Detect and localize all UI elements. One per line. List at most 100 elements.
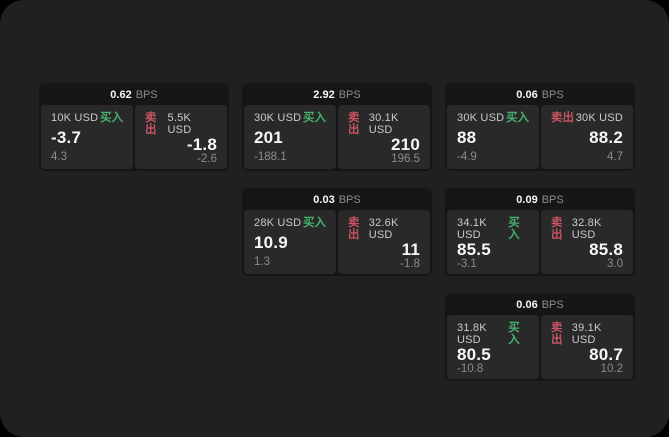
bid-size-label: 31.8K USD [457,322,487,346]
bid-size-label: 28K USD [254,217,302,229]
bid-top-row: 10K USD 买入 [51,112,123,124]
ask-top-row: 卖出 32.8K USD [551,217,623,241]
bid-panel[interactable]: 34.1K USD 买入 85.5 -3.1 [447,210,539,274]
quote-card: 0.62 BPS 10K USD 买入 -3.7 4.3 卖出 5.5K USD… [39,83,229,171]
bps-unit: BPS [338,194,361,206]
bps-unit: BPS [135,89,158,101]
ask-top-row: 卖出 30.1K USD [348,112,420,136]
ask-size-label: 32.8K USD [571,217,602,241]
ask-delta-value: -2.6 [197,153,217,165]
ask-panel[interactable]: 卖出 5.5K USD -1.8 -2.6 [135,105,227,169]
ask-top-row: 卖出 5.5K USD [145,112,217,136]
ask-panel[interactable]: 卖出 32.6K USD 11 -1.8 [338,210,430,274]
ask-panel[interactable]: 卖出 30K USD 88.2 4.7 [541,105,633,169]
bps-unit: BPS [541,89,564,101]
quote-card: 0.06 BPS 30K USD 买入 88 -4.9 卖出 30K USD 8… [445,83,635,171]
card-header: 0.03 BPS [244,190,430,210]
ask-size-label: 30.1K USD [368,112,399,136]
sell-label[interactable]: 卖出 [551,322,563,346]
ask-delta-value: 3.0 [607,258,623,270]
bid-panel[interactable]: 30K USD 买入 88 -4.9 [447,105,539,169]
ask-price-value: 11 [401,240,420,259]
buy-label[interactable]: 买入 [303,217,326,229]
ask-size-label: 32.6K USD [368,217,399,241]
bid-price-value: 85.5 [457,240,491,259]
quote-grid: 0.62 BPS 10K USD 买入 -3.7 4.3 卖出 5.5K USD… [39,83,635,381]
ask-top-row: 卖出 32.6K USD [348,217,420,241]
bps-unit: BPS [338,89,361,101]
ask-size-label: 39.1K USD [571,322,602,346]
bid-price-value: 201 [254,128,283,147]
bps-unit: BPS [541,194,564,206]
bid-price-value: 88 [457,128,477,147]
sell-label[interactable]: 卖出 [348,112,360,136]
ask-price-value: 85.8 [589,240,623,259]
bid-top-row: 30K USD 买入 [254,112,326,124]
bid-price-value: 80.5 [457,345,491,364]
bps-unit: BPS [541,299,564,311]
ask-delta-value: 10.2 [600,363,623,375]
quote-card: 0.03 BPS 28K USD 买入 10.9 1.3 卖出 32.6K US… [242,188,432,276]
sell-label[interactable]: 卖出 [145,112,157,136]
card-header: 0.06 BPS [447,85,633,105]
bid-top-row: 30K USD 买入 [457,112,529,124]
bid-panel[interactable]: 30K USD 买入 201 -188.1 [244,105,336,169]
bps-value: 0.09 [516,194,538,206]
ask-top-row: 卖出 39.1K USD [551,322,623,346]
bid-top-row: 31.8K USD 买入 [457,322,529,346]
card-body: 34.1K USD 买入 85.5 -3.1 卖出 32.8K USD 85.8… [447,210,633,274]
bid-delta-value: -4.9 [457,151,477,163]
quote-card: 0.09 BPS 34.1K USD 买入 85.5 -3.1 卖出 32.8K… [445,188,635,276]
quote-card: 2.92 BPS 30K USD 买入 201 -188.1 卖出 30.1K … [242,83,432,171]
card-header: 0.09 BPS [447,190,633,210]
bps-value: 0.62 [110,89,132,101]
card-body: 10K USD 买入 -3.7 4.3 卖出 5.5K USD -1.8 -2.… [41,105,227,169]
bid-size-label: 34.1K USD [457,217,487,241]
card-header: 0.62 BPS [41,85,227,105]
quote-card: 0.06 BPS 31.8K USD 买入 80.5 -10.8 卖出 39.1… [445,293,635,381]
buy-label[interactable]: 买入 [303,112,326,124]
buy-label[interactable]: 买入 [100,112,123,124]
bid-top-row: 28K USD 买入 [254,217,326,229]
ask-price-value: 210 [391,135,420,154]
card-body: 31.8K USD 买入 80.5 -10.8 卖出 39.1K USD 80.… [447,315,633,379]
ask-panel[interactable]: 卖出 39.1K USD 80.7 10.2 [541,315,633,379]
bid-panel[interactable]: 28K USD 买入 10.9 1.3 [244,210,336,274]
buy-label[interactable]: 买入 [506,112,529,124]
bid-price-value: 10.9 [254,233,288,252]
ask-price-value: 80.7 [589,345,623,364]
ask-delta-value: 196.5 [391,153,420,165]
bid-size-label: 30K USD [254,112,302,124]
bps-value: 2.92 [313,89,335,101]
bid-delta-value: -10.8 [457,363,484,375]
card-header: 2.92 BPS [244,85,430,105]
ask-top-row: 卖出 30K USD [551,112,623,124]
bid-panel[interactable]: 31.8K USD 买入 80.5 -10.8 [447,315,539,379]
card-body: 30K USD 买入 88 -4.9 卖出 30K USD 88.2 4.7 [447,105,633,169]
bid-top-row: 34.1K USD 买入 [457,217,529,241]
ask-delta-value: -1.8 [400,258,420,270]
card-body: 30K USD 买入 201 -188.1 卖出 30.1K USD 210 1… [244,105,430,169]
bps-value: 0.06 [516,89,538,101]
sell-label[interactable]: 卖出 [551,112,574,124]
bid-panel[interactable]: 10K USD 买入 -3.7 4.3 [41,105,133,169]
card-body: 28K USD 买入 10.9 1.3 卖出 32.6K USD 11 -1.8 [244,210,430,274]
bid-size-label: 10K USD [51,112,99,124]
bid-delta-value: 4.3 [51,151,67,163]
bid-delta-value: -188.1 [254,151,287,163]
ask-price-value: 88.2 [589,128,623,147]
sell-label[interactable]: 卖出 [348,217,360,241]
buy-label[interactable]: 买入 [508,217,520,241]
bid-delta-value: -3.1 [457,258,477,270]
ask-panel[interactable]: 卖出 30.1K USD 210 196.5 [338,105,430,169]
ask-delta-value: 4.7 [607,151,623,163]
bid-price-value: -3.7 [51,128,82,147]
buy-label[interactable]: 买入 [508,322,520,346]
ask-panel[interactable]: 卖出 32.8K USD 85.8 3.0 [541,210,633,274]
sell-label[interactable]: 卖出 [551,217,563,241]
ask-size-label: 5.5K USD [167,112,192,136]
bid-delta-value: 1.3 [254,256,270,268]
bid-size-label: 30K USD [457,112,505,124]
bps-value: 0.03 [313,194,335,206]
